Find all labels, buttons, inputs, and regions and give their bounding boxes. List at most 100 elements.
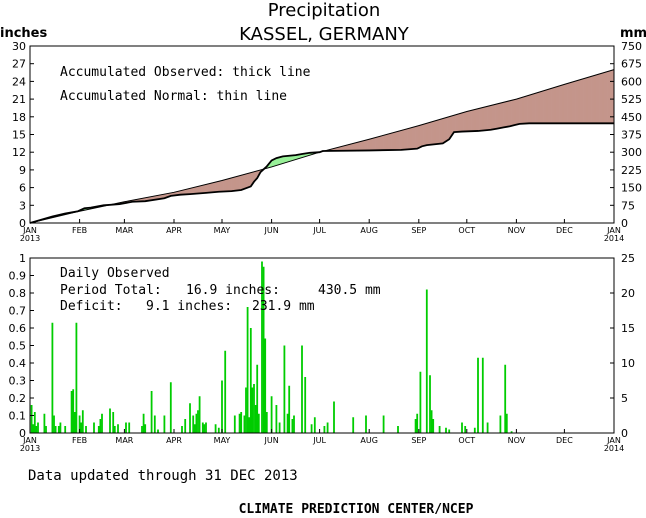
x-tick-label: OCT <box>458 226 475 235</box>
daily-bar <box>201 422 204 433</box>
y2-tick-label: 5 <box>621 392 628 405</box>
daily-bar <box>192 415 195 433</box>
daily-bar <box>438 426 441 433</box>
y-tick-label: 0 <box>19 217 26 230</box>
daily-bar <box>59 422 62 433</box>
normal-note: Accumulated Normal: thin line <box>60 89 287 104</box>
daily-bar <box>80 422 83 433</box>
x-tick-label: JUL <box>312 436 326 445</box>
daily-bar <box>53 415 55 433</box>
daily-bar <box>253 384 255 433</box>
observed-note: Accumulated Observed: thick line <box>60 65 311 80</box>
y-tick-label: 0.6 <box>9 322 27 335</box>
right-axis-unit: mm <box>620 26 646 41</box>
daily-bar <box>397 426 399 433</box>
daily-bar <box>113 426 116 433</box>
x-tick-label: MAR <box>115 436 133 445</box>
daily-bar <box>265 412 268 433</box>
daily-bar <box>181 426 183 433</box>
daily-bar <box>464 426 467 433</box>
x-tick-year-label: 2014 <box>604 444 624 453</box>
daily-bar <box>430 410 433 433</box>
daily-bar <box>75 322 78 433</box>
deficit-inches: 9.1 inches: <box>146 299 232 314</box>
x-tick-label: AUG <box>360 436 378 445</box>
daily-bar <box>51 322 54 433</box>
daily-bar <box>163 415 166 433</box>
y-tick-label: 0.8 <box>9 287 27 300</box>
daily-bar <box>97 426 100 433</box>
y2-tick-label: 150 <box>621 182 642 195</box>
daily-bar <box>365 415 367 433</box>
deficit-mm: 231.9 mm <box>252 299 315 314</box>
daily-bar <box>448 429 451 433</box>
y-tick-label: 0.1 <box>9 410 27 423</box>
chart-title: Precipitation <box>268 0 381 21</box>
x-tick-label: FEB <box>72 226 87 235</box>
x-tick-label: NOV <box>508 436 526 445</box>
x-tick-label: JUN <box>263 226 278 235</box>
daily-bar <box>261 261 263 433</box>
daily-bar <box>78 415 81 433</box>
daily-bar <box>142 413 145 433</box>
x-tick-label: JUN <box>263 436 278 445</box>
daily-bar <box>278 422 281 433</box>
daily-bar <box>264 338 267 433</box>
y-tick-label: 0.9 <box>9 270 27 283</box>
daily-bar <box>326 422 329 433</box>
daily-bar <box>429 375 431 433</box>
daily-bars <box>30 261 513 433</box>
daily-bar <box>245 387 247 433</box>
daily-bar <box>286 413 289 433</box>
daily-bar <box>205 422 207 433</box>
y2-tick-label: 25 <box>621 252 635 265</box>
daily-bar <box>238 413 241 433</box>
x-tick-label: JAN <box>606 436 621 445</box>
y-tick-label: 0.7 <box>9 305 27 318</box>
daily-bar <box>125 422 127 433</box>
x-tick-year-label: 2013 <box>20 234 40 243</box>
daily-bar <box>224 350 227 433</box>
daily-bar <box>203 424 206 433</box>
x-tick-label: JAN <box>606 226 621 235</box>
x-tick-label: NOV <box>508 226 526 235</box>
daily-bar <box>35 426 38 433</box>
daily-bar <box>141 426 143 433</box>
x-tick-label: JUL <box>312 226 326 235</box>
daily-bar <box>270 396 273 433</box>
daily-bar <box>45 426 47 433</box>
y2-tick-label: 600 <box>621 75 642 88</box>
y2-tick-label: 450 <box>621 111 642 124</box>
daily-bar <box>504 364 507 433</box>
daily-bar <box>304 377 307 433</box>
chart-subtitle: KASSEL, GERMANY <box>239 24 410 45</box>
daily-bar <box>419 371 422 433</box>
daily-bar <box>54 426 57 433</box>
daily-bar <box>221 380 223 433</box>
daily-bar <box>195 413 198 433</box>
accumulated-axes: 0369121518212427300751502253003754505256… <box>12 40 642 243</box>
x-tick-label: JAN <box>22 226 37 235</box>
daily-bar <box>246 307 249 433</box>
x-tick-label: AUG <box>360 226 378 235</box>
daily-bar <box>445 427 447 433</box>
daily-bar <box>64 426 67 433</box>
accumulated-observed-line <box>29 122 614 224</box>
x-tick-label: DEC <box>556 226 573 235</box>
daily-bar <box>117 424 119 433</box>
daily-bar <box>262 266 265 433</box>
y2-tick-label: 75 <box>621 199 635 212</box>
daily-bar <box>473 427 476 433</box>
x-tick-label: MAR <box>115 226 133 235</box>
y-tick-label: 21 <box>12 93 26 106</box>
daily-bar <box>283 345 286 433</box>
daily-bar <box>33 412 36 433</box>
daily-bar <box>57 426 60 433</box>
daily-bar <box>128 422 131 433</box>
daily-bar <box>510 431 513 433</box>
x-tick-label: APR <box>166 226 182 235</box>
daily-bar <box>93 422 95 433</box>
x-tick-label: MAY <box>214 226 231 235</box>
daily-bar <box>189 403 191 433</box>
